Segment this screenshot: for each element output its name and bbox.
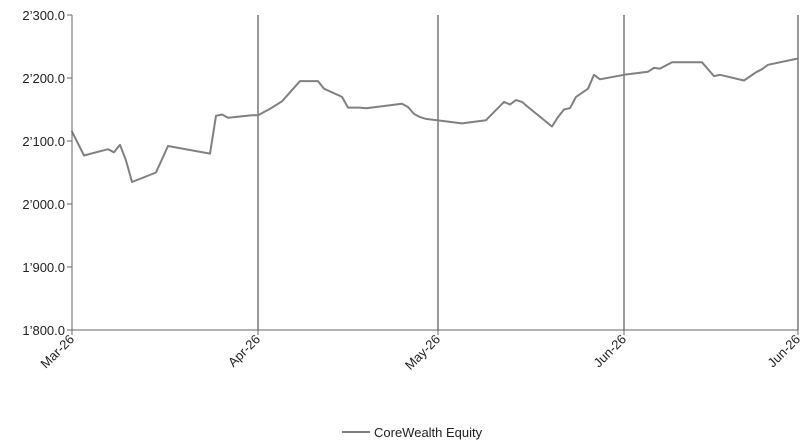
series-line-corewealth-equity bbox=[71, 57, 799, 183]
y-tick-label: 1’800.0 bbox=[22, 323, 65, 338]
x-tick-label: Jun-26 bbox=[590, 332, 629, 371]
y-tick-label: 2’000.0 bbox=[22, 197, 65, 212]
x-axis: Mar-26 Apr-26 May-26 Jun-26 Jun-26 bbox=[37, 329, 802, 373]
y-axis: 1’800.0 1’900.0 2’000.0 2’100.0 2’200.0 2’300… bbox=[22, 8, 73, 338]
x-tick-label: Jun-26 bbox=[764, 332, 802, 371]
legend: CoreWealth Equity bbox=[342, 425, 483, 440]
y-tick-label: 2’200.0 bbox=[22, 71, 65, 86]
x-tick-label: Apr-26 bbox=[225, 332, 263, 370]
y-tick-label: 2’300.0 bbox=[22, 8, 65, 23]
legend-label-corewealth-equity: CoreWealth Equity bbox=[374, 425, 483, 440]
x-tick-label: May-26 bbox=[402, 332, 443, 373]
plot-area bbox=[71, 57, 799, 183]
vertical-gridlines bbox=[257, 15, 799, 330]
y-tick-label: 2’100.0 bbox=[22, 134, 65, 149]
y-tick-label: 1’900.0 bbox=[22, 260, 65, 275]
